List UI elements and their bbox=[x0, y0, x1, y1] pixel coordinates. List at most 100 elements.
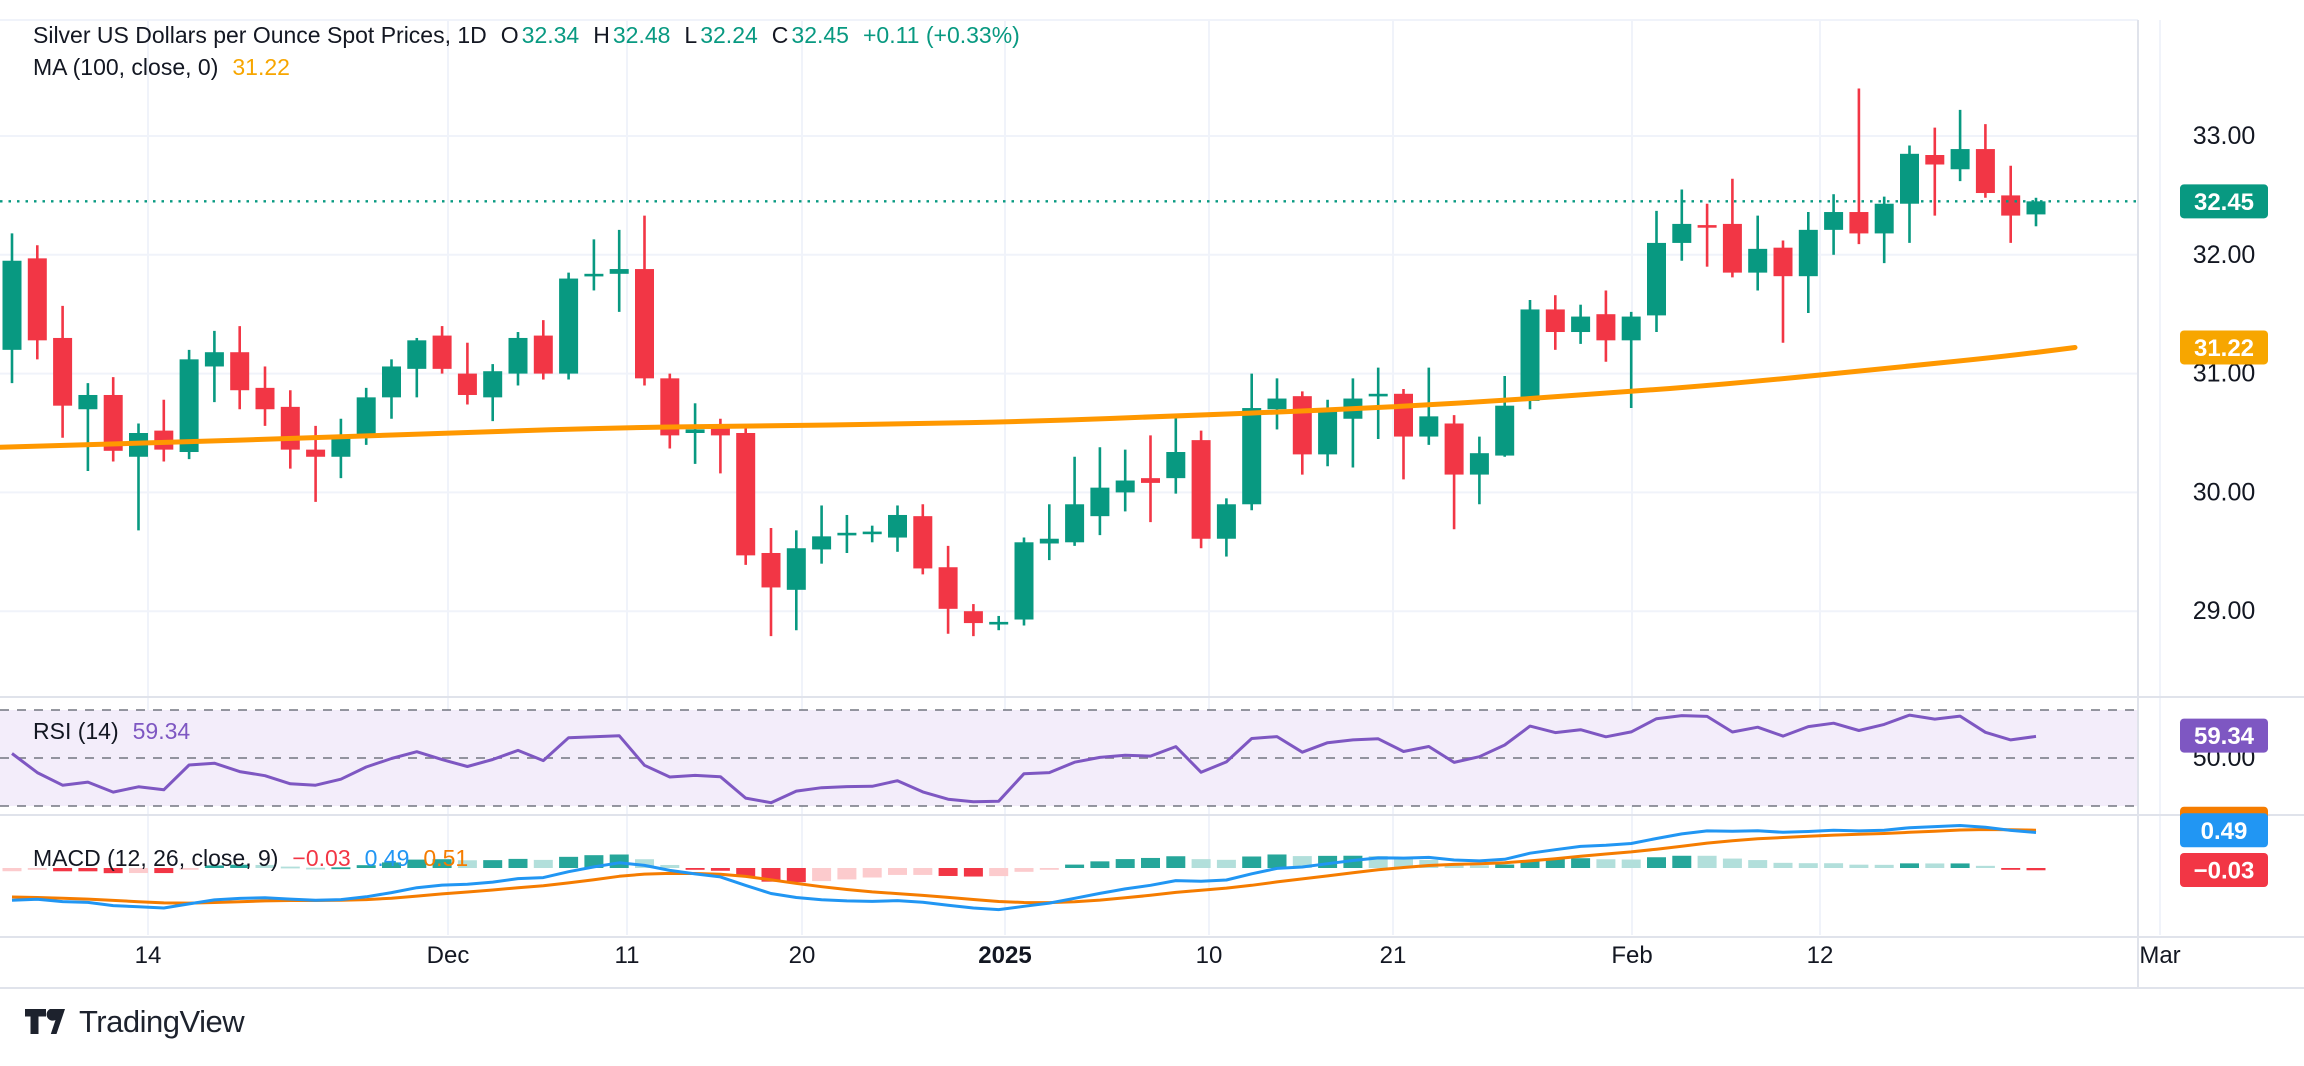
macd-hist-bar bbox=[2001, 868, 2021, 870]
candle-body bbox=[862, 531, 882, 535]
macd-hist-bar bbox=[129, 868, 148, 874]
candle-body bbox=[306, 449, 326, 457]
candle-body bbox=[635, 269, 654, 379]
ma-100-line bbox=[0, 344, 2078, 450]
candle-body bbox=[103, 394, 123, 451]
candle-body bbox=[1773, 247, 1793, 277]
macd-hist-bar bbox=[1950, 863, 1970, 868]
candle-body bbox=[1141, 478, 1160, 483]
macd-hist-bar bbox=[1900, 863, 1919, 868]
candle-body bbox=[2, 260, 22, 350]
rsi-legend[interactable]: RSI (14) 59.34 bbox=[33, 716, 190, 746]
candle-body bbox=[584, 273, 604, 277]
macd-hist-bar bbox=[963, 868, 983, 877]
macd-hist-bar bbox=[710, 868, 730, 871]
candles-layer bbox=[2, 88, 2046, 637]
macd-hist-bar bbox=[1242, 856, 1262, 868]
macd-hist-bar bbox=[53, 868, 73, 872]
macd-hist-bar bbox=[78, 868, 98, 872]
macd-hist-bar bbox=[1394, 858, 1413, 868]
rsi-badge bbox=[2180, 718, 2268, 753]
candle-body bbox=[685, 429, 705, 433]
candle-body bbox=[1874, 203, 1894, 234]
price-axis[interactable]: 33.0032.0031.0030.0029.0050.0032.4531.22… bbox=[2180, 122, 2268, 887]
candle-body bbox=[1596, 314, 1616, 341]
price-pane[interactable] bbox=[0, 88, 2138, 637]
symbol-legend[interactable]: Silver US Dollars per Ounce Spot Prices,… bbox=[33, 20, 1020, 50]
candle-body bbox=[1545, 309, 1565, 333]
candle-body bbox=[1216, 504, 1236, 539]
macd-value-badge bbox=[2180, 813, 2268, 848]
macd-hist-bar bbox=[1824, 863, 1844, 868]
time-label: Dec bbox=[427, 942, 470, 969]
candle-body bbox=[660, 378, 680, 436]
macd-hist-bar bbox=[255, 864, 275, 868]
macd-hist-bar bbox=[938, 868, 958, 876]
macd-hist-bar bbox=[1469, 865, 1489, 868]
macd-hist-bar bbox=[1115, 859, 1135, 868]
macd-hist-bar bbox=[913, 868, 933, 875]
candle-body bbox=[736, 433, 756, 556]
candle-body bbox=[432, 335, 452, 369]
candle-body bbox=[280, 406, 300, 450]
tradingview-logo-icon bbox=[25, 1009, 65, 1034]
candle-body bbox=[1469, 453, 1489, 475]
macd-hist-bar bbox=[1141, 857, 1160, 868]
macd-hist-bar bbox=[1090, 861, 1110, 868]
open-value: O 32.34 bbox=[500, 22, 580, 48]
macd-legend[interactable]: MACD (12, 26, close, 9) −0.03 0.49 0.51 bbox=[33, 843, 468, 873]
candle-body bbox=[533, 335, 553, 374]
tradingview-logo[interactable]: TradingView bbox=[24, 1004, 245, 1040]
candle-body bbox=[1520, 309, 1540, 401]
low-value: L 32.24 bbox=[684, 22, 758, 48]
candle-body bbox=[356, 397, 376, 438]
price-label: 30.00 bbox=[2193, 478, 2256, 506]
macd-line bbox=[11, 824, 2037, 912]
candle-body bbox=[1191, 440, 1211, 539]
macd-hist-bar bbox=[1748, 860, 1768, 868]
candle-body bbox=[53, 337, 73, 406]
ma-value: 31.22 bbox=[232, 54, 290, 80]
candle-body bbox=[1444, 423, 1464, 475]
rsi-pane[interactable] bbox=[0, 709, 2138, 807]
candle-body bbox=[1571, 316, 1591, 333]
time-label: 21 bbox=[1380, 942, 1407, 969]
time-label: 14 bbox=[135, 942, 162, 969]
ma-label: MA (100, close, 0) bbox=[33, 54, 219, 80]
candle-body bbox=[508, 337, 528, 374]
candle-body bbox=[1014, 542, 1034, 620]
candle-body bbox=[1697, 225, 1717, 228]
time-label: 20 bbox=[789, 942, 816, 969]
macd-hist-bar bbox=[559, 856, 579, 868]
candle-body bbox=[1975, 149, 1995, 194]
candle-body bbox=[179, 359, 199, 453]
macd-hist-bar bbox=[1849, 864, 1869, 868]
macd-hist-bar bbox=[1975, 865, 1995, 868]
macd-hist-badge bbox=[2180, 853, 2268, 887]
candle-body bbox=[1292, 396, 1312, 455]
time-label: 2025 bbox=[978, 942, 1031, 969]
candle-body bbox=[710, 428, 730, 436]
rsi-label: RSI (14) bbox=[33, 718, 119, 744]
macd-hist-bar bbox=[407, 859, 427, 868]
candle-body bbox=[761, 552, 781, 588]
candle-body bbox=[1950, 149, 1970, 170]
macd-hist-bar bbox=[812, 868, 832, 882]
time-axis[interactable]: 14 Dec 11 20 2025 10 21 Feb 12 Mar bbox=[135, 942, 2181, 969]
macd-hist-bar bbox=[1267, 854, 1287, 868]
candle-body bbox=[1166, 452, 1186, 479]
candle-body bbox=[1318, 411, 1338, 455]
candle-body bbox=[2001, 195, 2021, 216]
candle-body bbox=[559, 278, 579, 374]
macd-hist-bar bbox=[685, 868, 705, 870]
candle-body bbox=[1672, 223, 1692, 243]
ma-legend[interactable]: MA (100, close, 0) 31.22 bbox=[33, 52, 1020, 82]
time-label: 10 bbox=[1196, 942, 1223, 969]
legend: Silver US Dollars per Ounce Spot Prices,… bbox=[33, 20, 1020, 82]
macd-hist-bar bbox=[1039, 868, 1059, 870]
macd-pane[interactable] bbox=[2, 824, 2046, 912]
time-label: 11 bbox=[615, 942, 640, 969]
candle-body bbox=[483, 371, 503, 398]
macd-hist-bar bbox=[483, 860, 503, 868]
